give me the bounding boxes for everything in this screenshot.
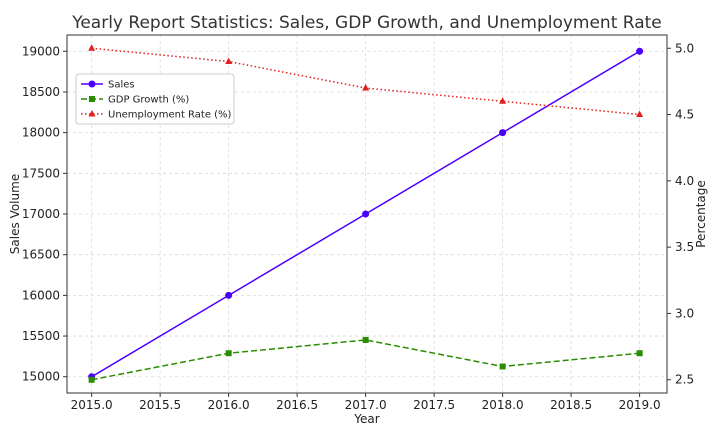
x-tick-label: 2018.5 <box>550 398 592 412</box>
data-point-sales <box>225 291 233 299</box>
y-left-tick-label: 18500 <box>22 85 60 99</box>
y-right-tick-label: 5.0 <box>675 41 694 55</box>
data-point-unemployment-rate <box>362 84 370 91</box>
y-axis-left-title: Sales Volume <box>8 174 22 254</box>
y-axis-left: 15000 15500 16000 16500 17000 17500 18000 18500… <box>22 44 67 384</box>
x-tick-label: 2017.0 <box>345 398 387 412</box>
x-tick-label: 2018.0 <box>482 398 524 412</box>
series <box>88 44 644 383</box>
x-tick-label: 2015.5 <box>139 398 181 412</box>
y-left-tick-label: 15500 <box>22 329 60 343</box>
data-point-unemployment-rate <box>499 97 507 104</box>
legend-marker <box>88 80 96 88</box>
data-point-unemployment-rate <box>88 44 96 51</box>
y-right-tick-label: 2.5 <box>675 373 694 387</box>
y-left-tick-label: 17500 <box>22 166 60 180</box>
legend-item-unemployment-rate: Unemployment Rate (%) <box>81 110 232 121</box>
y-right-tick-label: 4.0 <box>675 174 694 188</box>
grid <box>67 35 667 393</box>
data-point-gdp-growth <box>499 363 506 370</box>
data-point-gdp-growth <box>362 336 369 343</box>
data-point-sales <box>362 210 370 218</box>
y-axis-right-title: Percentage <box>694 180 708 248</box>
data-point-gdp-growth <box>636 350 643 357</box>
x-tick-label: 2017.5 <box>413 398 455 412</box>
chart-title: Yearly Report Statistics: Sales, GDP Gro… <box>71 13 662 33</box>
series-line-gdp-growth <box>91 339 640 381</box>
data-point-gdp-growth <box>225 350 232 357</box>
y-left-tick-label: 19000 <box>22 44 60 58</box>
series-unemployment-rate <box>88 44 644 118</box>
data-point-gdp-growth <box>88 376 95 383</box>
data-point-sales <box>499 129 507 137</box>
legend-item-sales: Sales <box>81 80 135 91</box>
legend-label: Unemployment Rate (%) <box>108 110 232 121</box>
legend-box <box>75 73 235 125</box>
legend-label: GDP Growth (%) <box>108 95 189 106</box>
y-left-tick-label: 16000 <box>22 288 60 302</box>
y-right-tick-label: 3.5 <box>675 240 694 254</box>
x-tick-label: 2019.0 <box>619 398 661 412</box>
y-right-tick-label: 4.5 <box>675 108 694 122</box>
y-left-tick-label: 16500 <box>22 248 60 262</box>
legend-marker <box>88 110 96 117</box>
x-axis: 2015.0 2015.5 2016.0 2016.5 2017.0 2017.5 2018… <box>71 393 661 412</box>
x-tick-label: 2016.5 <box>276 398 318 412</box>
legend-item-gdp-growth: GDP Growth (%) <box>81 95 189 106</box>
y-axis-right: 2.5 3.0 3.5 4.0 4.5 5.0 <box>667 41 694 387</box>
x-axis-title: Year <box>353 412 379 424</box>
data-point-unemployment-rate <box>636 110 644 118</box>
legend-marker <box>89 96 95 102</box>
series-gdp-growth <box>88 336 643 383</box>
y-right-tick-label: 3.0 <box>675 306 694 320</box>
data-point-sales <box>636 47 644 55</box>
y-left-tick-label: 15000 <box>22 370 60 384</box>
x-tick-label: 2015.0 <box>71 398 113 412</box>
y-left-tick-label: 17000 <box>22 207 60 221</box>
legend: Sales GDP Growth (%) Unemployment Rate (%) <box>75 73 235 125</box>
x-tick-label: 2016.0 <box>208 398 250 412</box>
legend-label: Sales <box>108 80 135 91</box>
data-point-unemployment-rate <box>225 57 233 65</box>
y-left-tick-label: 18000 <box>22 126 60 140</box>
